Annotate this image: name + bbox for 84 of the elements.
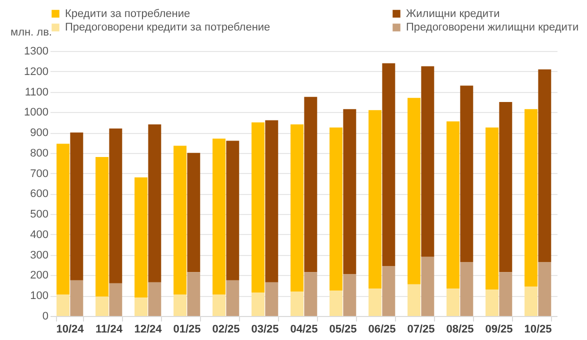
bar bbox=[70, 132, 84, 280]
bar bbox=[265, 282, 278, 316]
bar bbox=[109, 128, 122, 284]
x-tick-label: 03/25 bbox=[251, 324, 279, 336]
bar bbox=[96, 296, 108, 316]
bar bbox=[368, 110, 382, 288]
bar bbox=[187, 272, 200, 316]
y-axis-title: млн. лв. bbox=[10, 26, 52, 38]
legend-label: Предоговорени жилищни кредити bbox=[406, 22, 579, 34]
bar bbox=[408, 98, 420, 284]
bar bbox=[421, 256, 434, 316]
bar bbox=[382, 63, 396, 266]
y-tick-label: 800 bbox=[30, 147, 48, 160]
x-tick-label: 04/25 bbox=[290, 324, 318, 336]
bar bbox=[252, 122, 264, 293]
bar bbox=[408, 284, 420, 316]
bar bbox=[460, 262, 474, 316]
bar bbox=[330, 127, 342, 291]
bar bbox=[499, 102, 512, 272]
y-tick-label: 300 bbox=[30, 249, 48, 262]
x-tick-label: 07/25 bbox=[407, 324, 435, 336]
bar bbox=[290, 124, 304, 292]
bar bbox=[148, 282, 162, 316]
y-tick-label: 1200 bbox=[24, 66, 48, 78]
y-tick-label: 700 bbox=[30, 168, 48, 180]
y-tick-label: 900 bbox=[30, 127, 48, 140]
bar bbox=[226, 280, 240, 316]
bar bbox=[134, 298, 148, 316]
bar bbox=[187, 152, 200, 272]
bar bbox=[304, 96, 318, 272]
y-tick-label: 0 bbox=[42, 310, 48, 322]
y-tick-label: 1000 bbox=[24, 106, 48, 119]
bar bbox=[56, 294, 70, 316]
bar bbox=[265, 120, 278, 282]
bar bbox=[524, 286, 538, 316]
x-tick-label: 10/24 bbox=[56, 324, 85, 336]
y-tick-label: 100 bbox=[30, 290, 48, 302]
x-tick-label: 12/24 bbox=[134, 324, 163, 336]
bar bbox=[96, 157, 108, 297]
bar bbox=[290, 292, 304, 316]
bar bbox=[343, 274, 356, 316]
bar bbox=[304, 272, 318, 316]
x-tick-label: 10/25 bbox=[524, 324, 552, 336]
bar bbox=[109, 283, 122, 316]
y-tick-label: 400 bbox=[30, 228, 48, 241]
y-tick-label: 1300 bbox=[24, 46, 48, 58]
bar bbox=[174, 294, 186, 316]
x-tick-label: 05/25 bbox=[329, 324, 357, 336]
bar bbox=[134, 177, 148, 298]
x-tick-label: 08/25 bbox=[446, 324, 474, 336]
y-tick-label: 1100 bbox=[24, 86, 48, 98]
bar bbox=[212, 138, 226, 295]
bar bbox=[148, 124, 162, 282]
x-tick-label: 02/25 bbox=[212, 324, 240, 336]
bar bbox=[486, 127, 498, 290]
bar bbox=[460, 86, 474, 262]
bar bbox=[538, 69, 552, 262]
bar bbox=[446, 121, 460, 288]
legend-label: Жилищни кредити bbox=[406, 8, 500, 20]
x-tick-label: 01/25 bbox=[173, 324, 201, 336]
bar bbox=[486, 290, 498, 316]
bar bbox=[70, 280, 84, 316]
bar bbox=[524, 109, 538, 286]
bar bbox=[421, 66, 434, 257]
bar bbox=[56, 144, 70, 295]
y-tick-label: 500 bbox=[30, 208, 48, 221]
legend-label: Кредити за потребление bbox=[65, 8, 190, 20]
bar bbox=[330, 290, 342, 316]
bar bbox=[499, 272, 512, 316]
bar bbox=[446, 288, 460, 316]
bar bbox=[252, 292, 264, 316]
x-tick-label: 09/25 bbox=[485, 324, 513, 336]
bar bbox=[226, 140, 240, 280]
bar bbox=[212, 294, 226, 316]
y-tick-label: 600 bbox=[30, 188, 48, 200]
x-tick-label: 11/24 bbox=[96, 324, 124, 336]
bar bbox=[343, 109, 356, 274]
x-tick-label: 06/25 bbox=[368, 324, 396, 336]
bar bbox=[368, 288, 382, 316]
legend-label: Предоговорени кредити за потребление bbox=[65, 22, 270, 34]
y-tick-label: 200 bbox=[30, 270, 48, 282]
bar bbox=[382, 266, 396, 316]
bar bbox=[538, 262, 552, 316]
bar bbox=[174, 146, 186, 295]
